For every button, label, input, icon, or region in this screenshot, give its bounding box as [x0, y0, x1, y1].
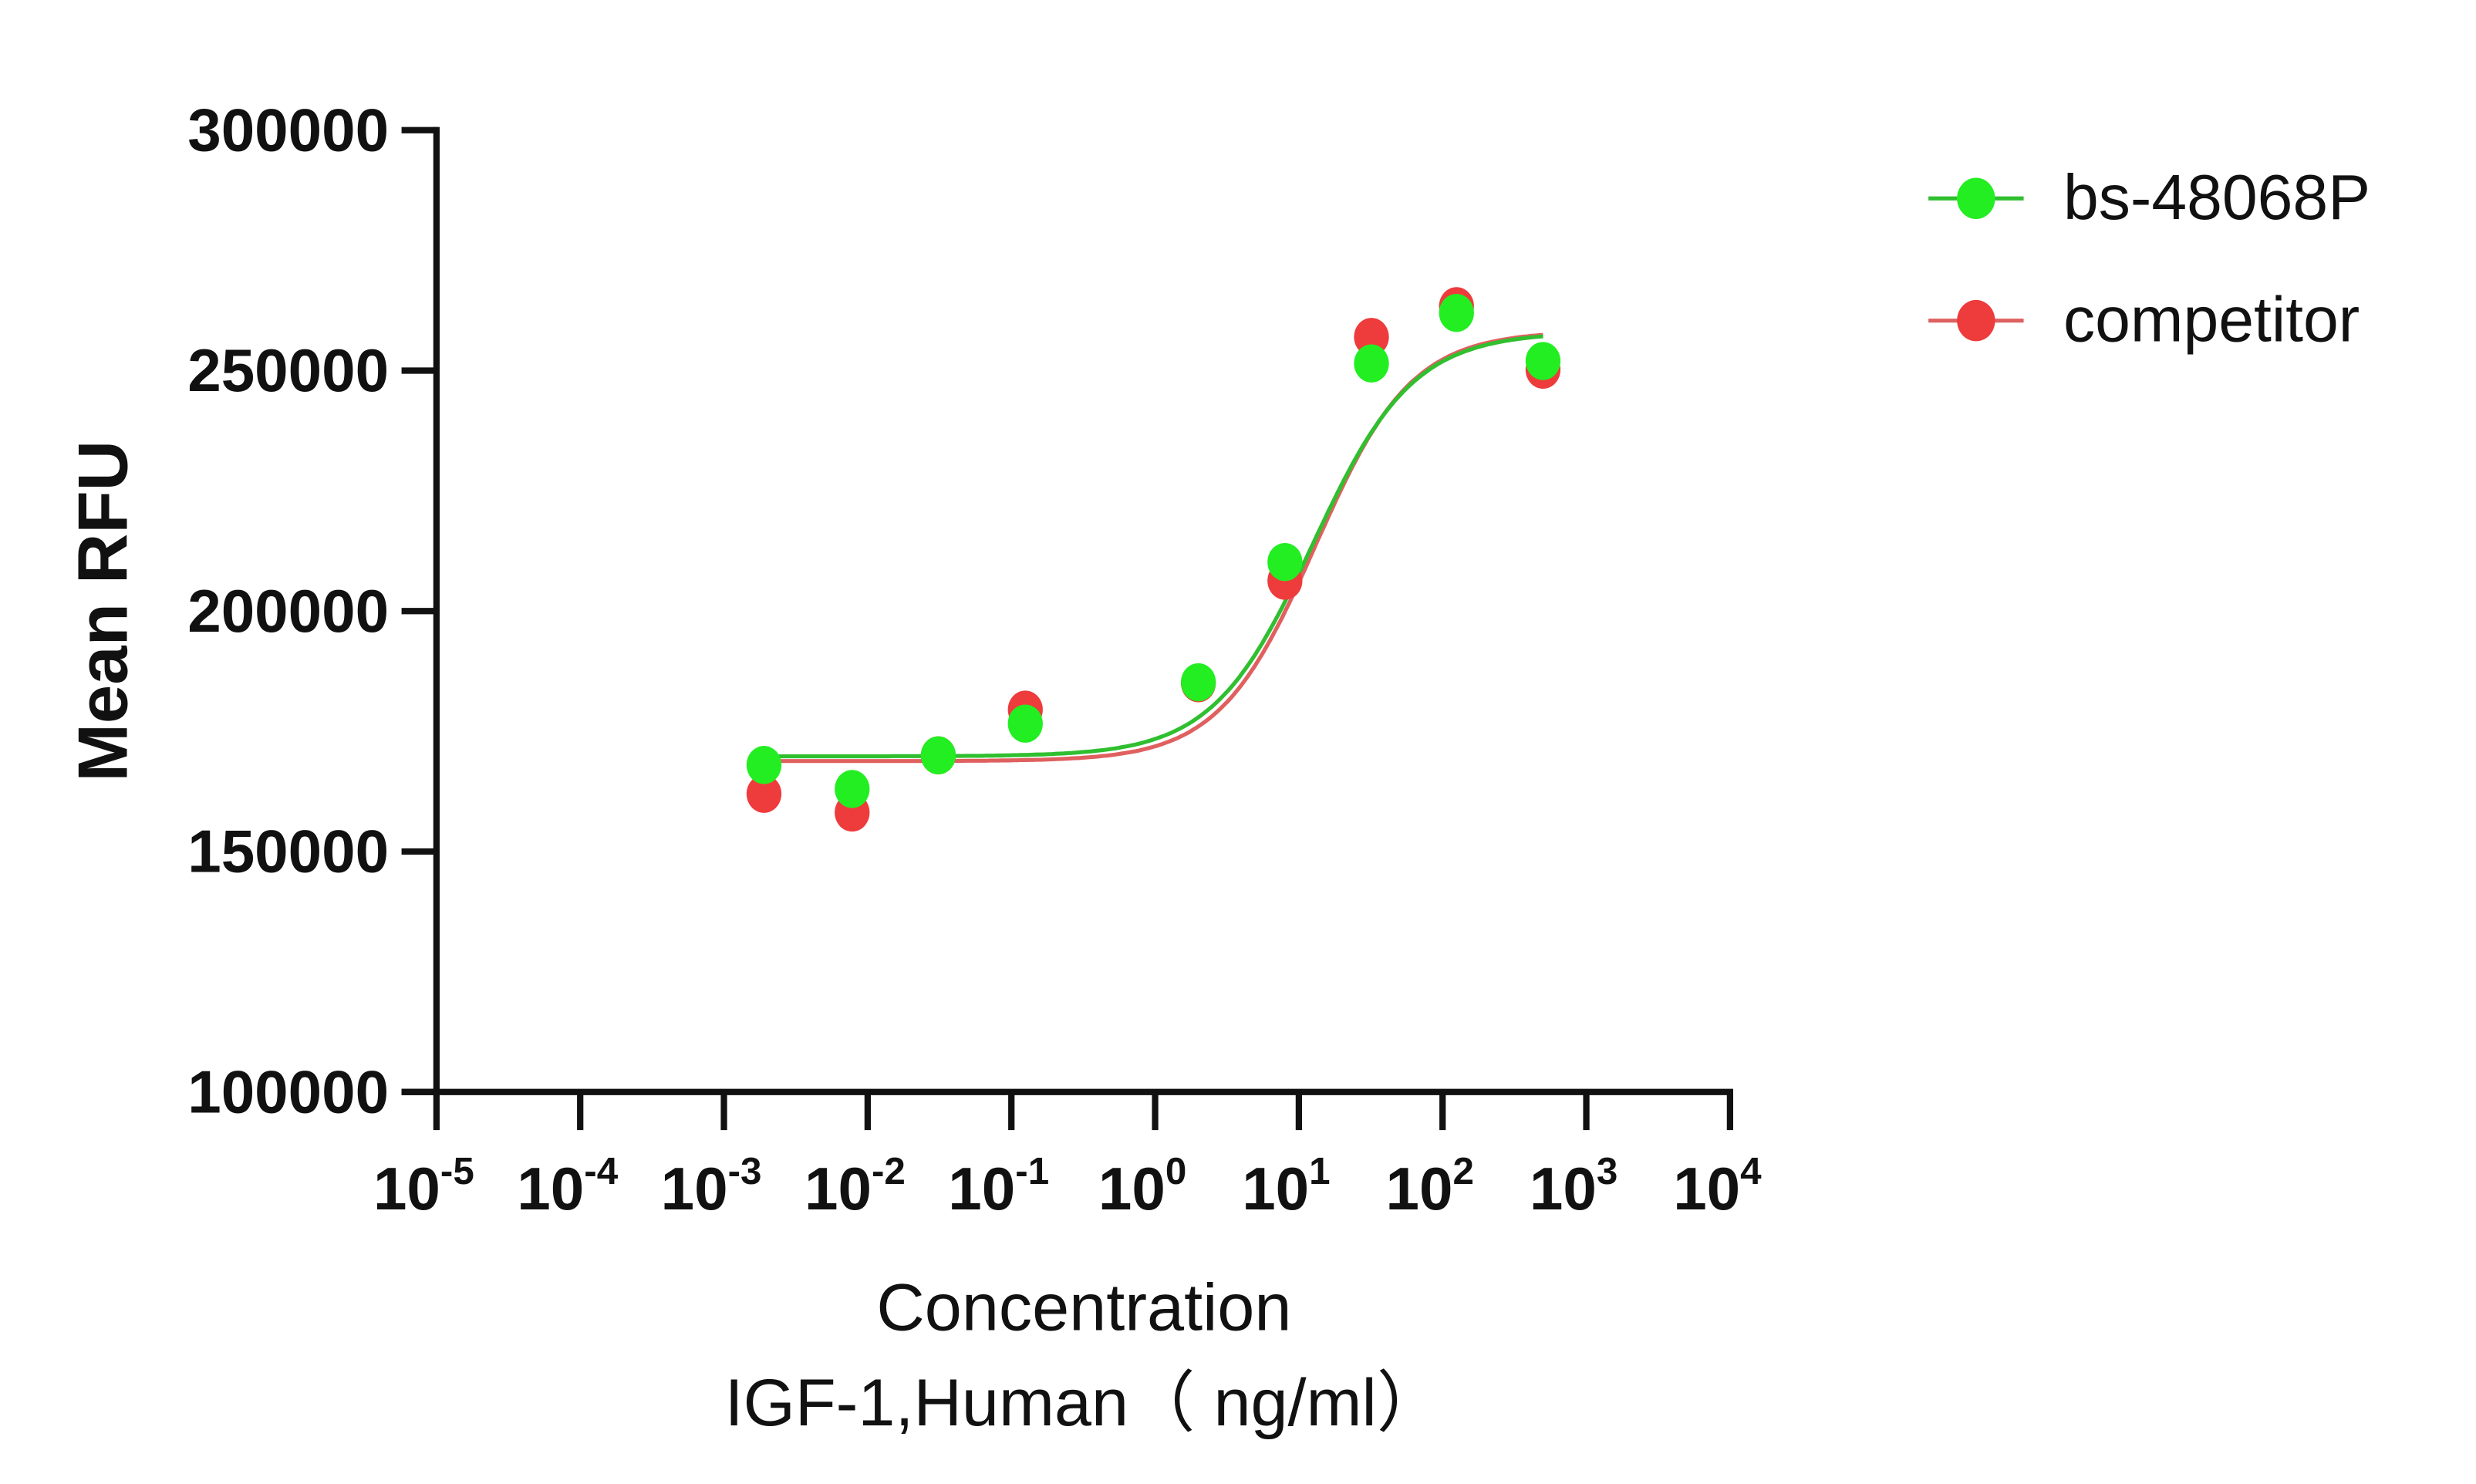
- fit-curve-competitor: [764, 332, 1543, 764]
- data-point-bs-48068P: [1354, 344, 1389, 383]
- fit-curve-bs-48068P: [764, 334, 1543, 759]
- x-axis-label-units: IGF-1,Human（ ng/ml）: [725, 1366, 1443, 1440]
- y-tick-label: 250000: [187, 336, 389, 404]
- legend: bs-48068P competitor: [1928, 162, 2370, 355]
- legend-marker: [1957, 177, 1995, 219]
- x-tick-label: 10-4: [517, 1150, 618, 1223]
- y-tick-label: 200000: [187, 577, 389, 645]
- y-axis-label: Mean RFU: [65, 440, 143, 782]
- legend-label: competitor: [2063, 284, 2360, 355]
- data-point-bs-48068P: [746, 746, 782, 784]
- x-tick-label: 104: [1673, 1150, 1762, 1223]
- x-tick-label: 100: [1098, 1150, 1186, 1223]
- x-tick-label: 10-1: [948, 1150, 1049, 1223]
- data-point-competitor: [1354, 318, 1389, 356]
- data-point-bs-48068P: [1267, 542, 1303, 582]
- axes: [401, 126, 1733, 1095]
- x-tick-label: 10-5: [373, 1150, 474, 1223]
- data-point-bs-48068P: [920, 736, 956, 774]
- y-tick-label: 150000: [187, 818, 389, 885]
- x-tick-label: 10-2: [805, 1150, 906, 1223]
- data-point-bs-48068P: [835, 770, 870, 808]
- legend-marker: [1957, 299, 1995, 342]
- legend-label: bs-48068P: [2063, 162, 2370, 233]
- x-tick-label: 103: [1530, 1150, 1617, 1223]
- data-point-competitor: [746, 774, 782, 813]
- x-axis-label: Concentration: [876, 1270, 1291, 1344]
- data-point-bs-48068P: [1007, 704, 1043, 743]
- x-tick-label: 101: [1242, 1150, 1330, 1223]
- x-tick-label: 102: [1386, 1150, 1474, 1223]
- data-point-bs-48068P: [1525, 342, 1561, 380]
- data-point-bs-48068P: [1439, 293, 1474, 332]
- y-tick-label: 300000: [187, 96, 389, 164]
- y-tick-label: 100000: [187, 1057, 389, 1125]
- x-tick-label: 10-3: [661, 1150, 762, 1223]
- data-point-bs-48068P: [1181, 663, 1216, 702]
